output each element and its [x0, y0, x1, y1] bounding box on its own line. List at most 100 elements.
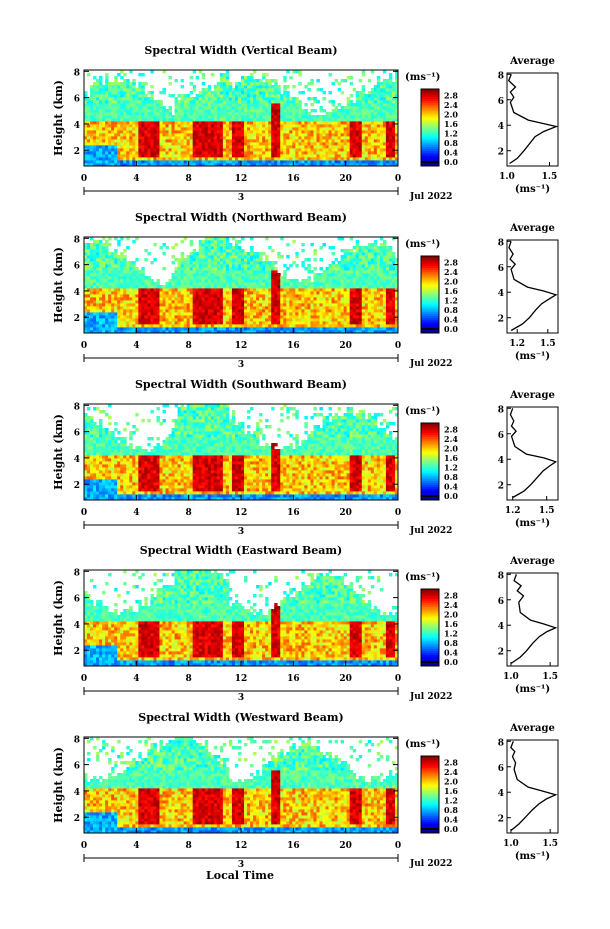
colorbar-frame — [420, 88, 440, 167]
colorbar-tick-label: 1.2 — [444, 796, 458, 806]
x-tick-label: 20 — [339, 508, 352, 518]
colorbar-zero-mark — [421, 661, 439, 663]
x-tick-label: 12 — [235, 508, 248, 518]
x-axis-label: Local Time — [206, 869, 274, 882]
profile-x-tick-label: 1.0 — [503, 839, 519, 849]
x-tick-label: 12 — [235, 341, 248, 351]
average-profile: Average 2 4 6 8 1.2 1.5 (ms⁻¹) — [498, 390, 559, 529]
x-tick-label: 12 — [235, 174, 248, 184]
colorbar-frame — [420, 422, 440, 501]
x-tick-label: 0 — [81, 508, 87, 518]
profile-y-tick-label: 4 — [498, 456, 504, 466]
average-profile: Average 2 4 6 8 1.0 1.5 (ms⁻¹) — [498, 556, 559, 695]
colorbar-tick-label: 2.4 — [444, 434, 458, 444]
profile-y-tick-label: 8 — [498, 405, 504, 415]
profile-x-tick-label: 1.5 — [539, 506, 555, 516]
colorbar-tick-label: 0.8 — [444, 638, 458, 648]
x-tick-label: 16 — [287, 341, 300, 351]
x-tick-label: 8 — [186, 841, 192, 851]
profile-frame — [506, 406, 559, 501]
date-label: Jul 2022 — [409, 526, 452, 536]
x-tick-label: 16 — [287, 841, 300, 851]
colorbar-tick-label: 2.4 — [444, 600, 458, 610]
profile-line — [509, 408, 558, 499]
y-tick-label: 4 — [74, 121, 80, 131]
profile-y-tick-label: 4 — [498, 789, 504, 799]
profile-frame — [506, 572, 559, 667]
colorbar-tick-label: 0.8 — [444, 305, 458, 315]
profile-line — [510, 574, 558, 665]
heatmap-cells — [84, 70, 399, 167]
profile-title: Average — [509, 556, 555, 567]
y-tick-label: 4 — [74, 788, 80, 798]
colorbar-zero-mark — [421, 828, 439, 830]
colorbar-tick-label: 2.8 — [444, 91, 458, 101]
x-tick-label: 0 — [395, 341, 401, 351]
y-tick-label: 6 — [74, 95, 80, 105]
y-tick-label: 2 — [74, 147, 80, 157]
profile-y-tick-label: 2 — [498, 148, 504, 158]
colorbar-tick-label: 1.2 — [444, 296, 458, 306]
colorbar-tick-label: 2.0 — [444, 277, 458, 287]
panel-title: Spectral Width (Eastward Beam) — [140, 544, 342, 557]
colorbar-unit: (ms⁻¹) — [405, 572, 440, 583]
panel-title: Spectral Width (Vertical Beam) — [144, 44, 337, 57]
date-label: Jul 2022 — [409, 859, 452, 869]
y-tick-label: 8 — [74, 68, 80, 78]
profile-y-tick-label: 2 — [498, 648, 504, 658]
profile-y-tick-label: 8 — [498, 738, 504, 748]
y-axis-label: Height (km) — [52, 247, 65, 323]
colorbar-unit: (ms⁻¹) — [405, 72, 440, 83]
colorbar-tick-label: 1.6 — [444, 286, 458, 296]
panel-1: Spectral Width (Vertical Beam) Height (km… — [52, 44, 559, 203]
x-tick-label: 4 — [133, 508, 139, 518]
profile-x-label: (ms⁻¹) — [515, 684, 550, 695]
x-tick-label: 0 — [395, 841, 401, 851]
profile-y-tick-label: 8 — [498, 571, 504, 581]
x-tick-label: 8 — [186, 174, 192, 184]
x-tick-label: 12 — [235, 674, 248, 684]
colorbar-frame — [420, 588, 440, 667]
colorbar-tick-label: 1.6 — [444, 119, 458, 129]
x-tick-label: 0 — [395, 174, 401, 184]
x-tick-label: 8 — [186, 341, 192, 351]
date-label: Jul 2022 — [409, 192, 452, 202]
colorbar-tick-label: 0.8 — [444, 138, 458, 148]
panel-5: Spectral Width (Westward Beam) Height (km… — [52, 711, 559, 870]
x-tick-label: 20 — [339, 174, 352, 184]
colorbar-tick-label: 1.2 — [444, 129, 458, 139]
y-tick-label: 2 — [74, 814, 80, 824]
profile-y-tick-label: 4 — [498, 289, 504, 299]
profile-y-tick-label: 2 — [498, 815, 504, 825]
colorbar-zero-mark — [421, 161, 439, 163]
profile-x-tick-label: 1.5 — [542, 839, 558, 849]
colorbar — [420, 255, 440, 334]
day-label: 3 — [238, 860, 244, 870]
x-tick-label: 0 — [395, 674, 401, 684]
x-tick-label: 4 — [133, 674, 139, 684]
y-tick-label: 8 — [74, 568, 80, 578]
day-label: 3 — [238, 193, 244, 203]
colorbar-tick-label: 1.2 — [444, 463, 458, 473]
colorbar-tick-label: 0.4 — [444, 315, 458, 325]
x-tick-label: 16 — [287, 174, 300, 184]
y-tick-label: 8 — [74, 235, 80, 245]
panel-4: Spectral Width (Eastward Beam) Height (km… — [52, 544, 559, 703]
heatmap-cells — [84, 404, 399, 501]
date-label: Jul 2022 — [409, 359, 452, 369]
colorbar-unit: (ms⁻¹) — [405, 406, 440, 417]
day-label: 3 — [238, 693, 244, 703]
colorbar-tick-label: 0.4 — [444, 815, 458, 825]
colorbar-tick-label: 2.8 — [444, 425, 458, 435]
colorbar-tick-label: 0.0 — [444, 657, 458, 667]
profile-y-tick-label: 6 — [498, 431, 504, 441]
profile-y-tick-label: 6 — [498, 597, 504, 607]
profile-x-label: (ms⁻¹) — [515, 518, 550, 529]
profile-y-tick-label: 6 — [498, 97, 504, 107]
colorbar-frame — [420, 255, 440, 334]
profile-x-tick-label: 1.2 — [505, 506, 521, 516]
profile-x-label: (ms⁻¹) — [515, 184, 550, 195]
profile-title: Average — [509, 56, 555, 67]
colorbar-tick-label: 2.0 — [444, 777, 458, 787]
y-tick-label: 8 — [74, 402, 80, 412]
